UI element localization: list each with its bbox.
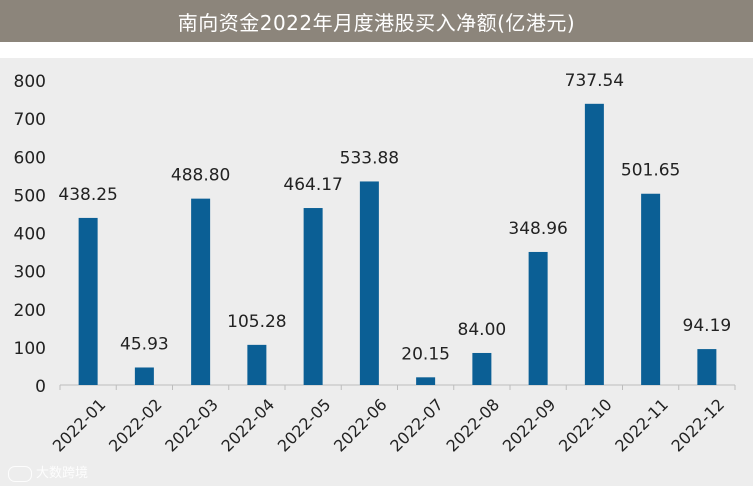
x-tick-label-2022-11: 2022-11 [611, 395, 672, 456]
data-label-2022-09: 348.96 [508, 219, 567, 239]
data-label-2022-01: 438.25 [58, 185, 117, 205]
y-tick-label-400: 400 [14, 225, 46, 245]
data-label-2022-03: 488.80 [171, 166, 230, 186]
bar-2022-03 [191, 198, 211, 385]
data-label-2022-02: 45.93 [120, 334, 169, 354]
data-label-2022-04: 105.28 [227, 312, 286, 332]
y-tick-label-800: 800 [14, 72, 46, 92]
data-label-2022-11: 501.65 [621, 161, 680, 181]
y-tick-label-200: 200 [14, 301, 46, 321]
chart-title-bar: 南向资金2022年月度港股买入净额(亿港元) [0, 0, 753, 42]
bar-2022-06 [359, 181, 379, 385]
x-tick-label-2022-05: 2022-05 [274, 395, 335, 456]
y-tick-label-100: 100 [14, 339, 46, 359]
bar-2022-10 [584, 103, 604, 386]
watermark: 大数跨境 [8, 462, 88, 482]
x-tick-label-2022-02: 2022-02 [105, 395, 166, 456]
data-label-2022-07: 20.15 [401, 344, 450, 364]
y-tick-label-500: 500 [14, 186, 46, 206]
bar-2022-12 [697, 349, 717, 385]
x-tick-label-2022-09: 2022-09 [499, 395, 560, 456]
bar-2022-09 [528, 251, 548, 385]
data-label-2022-06: 533.88 [340, 148, 399, 168]
data-label-2022-12: 94.19 [683, 316, 732, 336]
y-tick-label-700: 700 [14, 110, 46, 130]
x-tick-label-2022-06: 2022-06 [330, 395, 391, 456]
bar-2022-04 [247, 344, 267, 385]
watermark-text: 大数跨境 [36, 466, 89, 481]
data-label-2022-05: 464.17 [283, 175, 342, 195]
x-tick-label-2022-08: 2022-08 [442, 395, 503, 456]
x-tick-label-2022-01: 2022-01 [49, 395, 110, 456]
bar-2022-07 [416, 377, 436, 385]
data-label-2022-08: 84.00 [458, 320, 507, 340]
x-tick-label-2022-04: 2022-04 [217, 395, 278, 456]
data-label-2022-10: 737.54 [565, 71, 624, 91]
y-tick-label-600: 600 [14, 148, 46, 168]
y-tick-label-0: 0 [35, 377, 46, 397]
x-tick-label-2022-03: 2022-03 [161, 395, 222, 456]
y-tick-label-300: 300 [14, 263, 46, 283]
bar-2022-05 [303, 208, 323, 385]
bar-2022-02 [134, 367, 154, 385]
x-tick-label-2022-07: 2022-07 [386, 395, 447, 456]
bar-2022-08 [472, 352, 492, 385]
title-separator [0, 42, 753, 58]
bar-2022-11 [641, 193, 661, 385]
bar-2022-01 [78, 217, 98, 385]
x-tick-label-2022-12: 2022-12 [667, 395, 728, 456]
watermark-logo-icon [8, 465, 32, 482]
chart-title: 南向资金2022年月度港股买入净额(亿港元) [177, 10, 576, 35]
x-tick-label-2022-10: 2022-10 [555, 395, 616, 456]
